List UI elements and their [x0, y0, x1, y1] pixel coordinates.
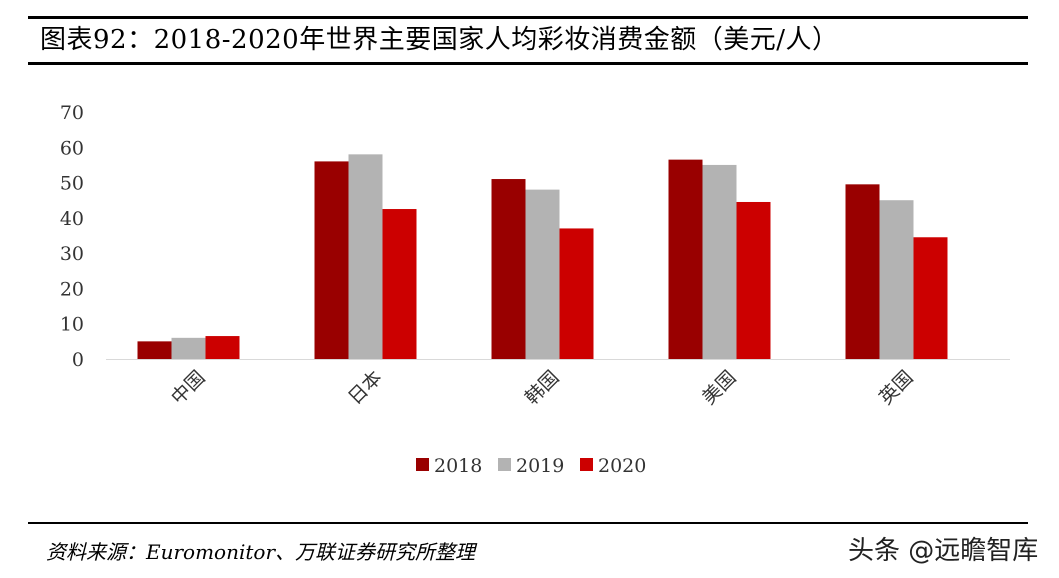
bar-2020 [382, 209, 417, 359]
x-tick-label: 中国 [167, 367, 209, 409]
y-axis: 0 10 20 30 40 50 60 70 [60, 102, 84, 371]
bar-2018 [491, 179, 526, 359]
y-tick-label: 50 [60, 173, 84, 195]
bar-2020 [205, 336, 240, 359]
bar-2019 [348, 154, 383, 359]
x-tick-label: 美国 [698, 367, 740, 409]
bar-2019 [879, 200, 914, 359]
y-tick-label: 0 [72, 349, 84, 371]
bar-2018 [137, 341, 172, 359]
legend-swatch [416, 458, 429, 471]
y-tick-label: 70 [60, 102, 84, 124]
bar-2018 [668, 159, 703, 359]
legend-swatch [580, 458, 593, 471]
y-tick-label: 40 [60, 208, 84, 230]
legend-label: 2018 [434, 455, 482, 477]
bar-2019 [171, 337, 206, 359]
x-axis: 中国 日本 韩国 美国 英国 [106, 359, 1010, 409]
bottom-rule [28, 522, 1028, 524]
x-tick-label: 日本 [344, 367, 386, 409]
bar-2020 [559, 228, 594, 359]
title-rule [28, 62, 1028, 65]
bars [137, 154, 948, 359]
bar-2018 [845, 184, 880, 359]
bar-2019 [525, 189, 560, 359]
x-tick-label: 英国 [875, 367, 917, 409]
legend-label: 2019 [516, 455, 564, 477]
y-tick-label: 30 [60, 243, 84, 265]
watermark: 头条 @远瞻智库 [848, 536, 1039, 566]
bar-2020 [913, 237, 948, 359]
x-tick-label: 韩国 [521, 367, 563, 409]
legend-swatch [498, 458, 511, 471]
bar-chart: 0 10 20 30 40 50 60 70 中国 日本 韩国 美国 英国 2018 2019 2020 [60, 102, 1010, 477]
y-tick-label: 20 [60, 278, 84, 300]
bar-2020 [736, 201, 771, 359]
legend: 2018 2019 2020 [416, 455, 646, 477]
top-rule [28, 16, 1028, 19]
legend-label: 2020 [598, 455, 646, 477]
y-tick-label: 10 [60, 314, 84, 336]
bar-2018 [314, 161, 349, 359]
bar-2019 [702, 164, 737, 359]
figure-title: 图表92：2018-2020年世界主要国家人均彩妆消费金额（美元/人） [40, 25, 839, 55]
source-note: 资料来源：Euromonitor、万联证券研究所整理 [46, 540, 476, 564]
y-tick-label: 60 [60, 137, 84, 159]
